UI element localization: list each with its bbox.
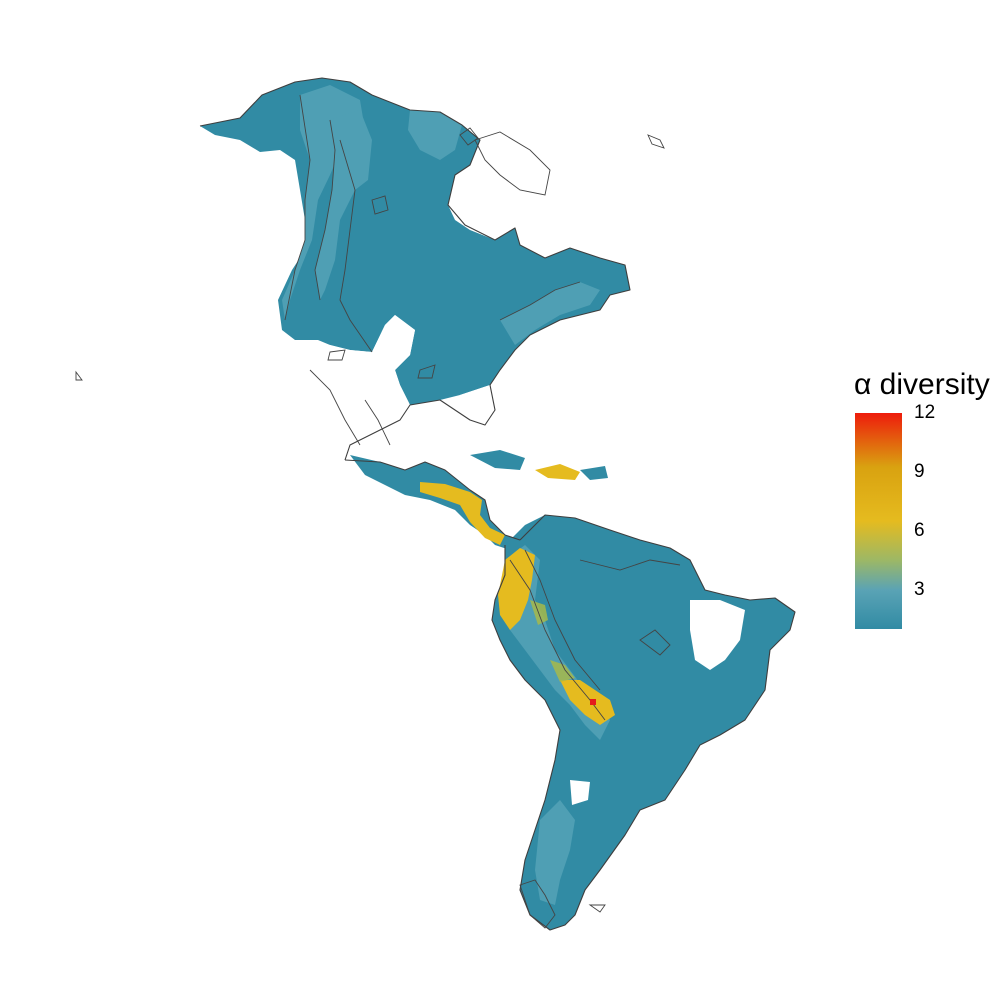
south-america-landmass bbox=[492, 515, 795, 930]
diversity-legend: α diversity 12 9 6 3 bbox=[852, 368, 1000, 638]
peak-diversity-cell bbox=[590, 699, 596, 705]
north-america-landmass bbox=[200, 78, 630, 445]
coastline-outlines bbox=[75, 77, 796, 931]
central-america-landmass bbox=[350, 450, 608, 550]
legend-tick-label: 12 bbox=[914, 402, 936, 423]
legend-tick-label: 3 bbox=[914, 578, 925, 600]
legend-title: α diversity bbox=[854, 368, 990, 401]
legend-tick-label: 9 bbox=[914, 460, 925, 482]
legend-color-bar bbox=[855, 413, 902, 629]
legend-tick-label: 6 bbox=[914, 519, 925, 541]
